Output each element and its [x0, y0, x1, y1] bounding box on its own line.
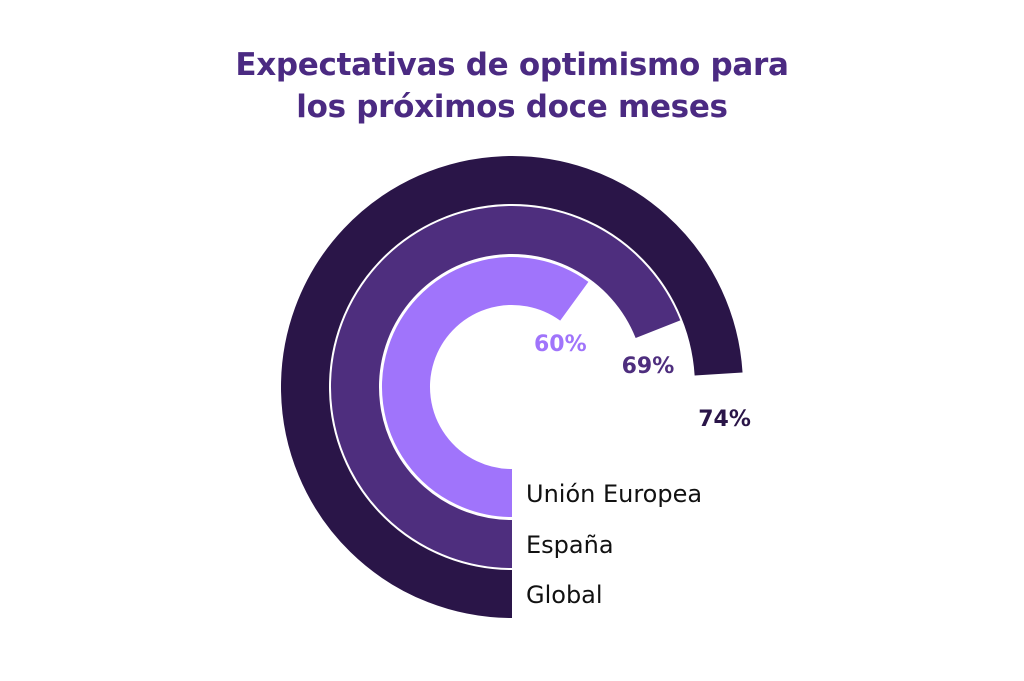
ring-bar-global — [281, 156, 743, 618]
category-label-global: Global — [526, 581, 603, 609]
value-label-uni-n-europea: 60% — [534, 332, 587, 357]
chart-title-line-2: los próximos doce meses — [296, 89, 728, 125]
chart-title: Expectativas de optimismo para los próxi… — [0, 44, 1024, 128]
ring-bar-uni-n-europea — [382, 257, 589, 517]
category-label-espa-a: España — [526, 531, 614, 559]
value-label-global: 74% — [698, 407, 751, 432]
chart-title-line-1: Expectativas de optimismo para — [235, 47, 789, 83]
value-label-espa-a: 69% — [622, 354, 675, 379]
ring-bar-espa-a — [331, 206, 681, 568]
category-label-uni-n-europea: Unión Europea — [526, 480, 702, 508]
